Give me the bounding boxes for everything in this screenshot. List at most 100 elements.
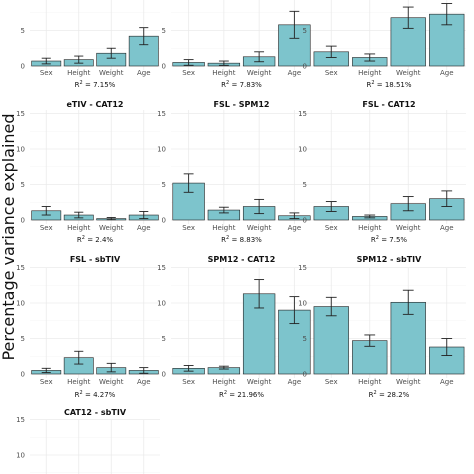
panel-9: 0 5 10 15 Sex Height Weight Age R2 = 28.2% SPM12 … — [298, 255, 466, 399]
y-tick-label: 5 — [303, 181, 307, 189]
panel-title: CAT12 - sbTIV — [64, 408, 127, 417]
y-tick-label: 5 — [21, 27, 25, 35]
y-axis-label: Percentage variance explained — [0, 113, 18, 360]
y-tick-label: 0 — [21, 217, 25, 225]
x-tick-label: Sex — [182, 224, 195, 232]
r-squared-label: R2 = 7.15% — [75, 80, 116, 89]
x-tick-label: Sex — [325, 378, 338, 386]
panel-title: FSL - sbTIV — [70, 255, 121, 264]
y-tick-label: 10 — [16, 300, 25, 308]
x-tick-label: Weight — [99, 378, 124, 386]
y-tick-label: 0 — [162, 217, 166, 225]
y-tick-label: 5 — [303, 335, 307, 343]
panel-1: 0 5 Sex Height Weight Age R2 = 7.15% — [21, 0, 160, 89]
panel-title: SPM12 - CAT12 — [208, 255, 276, 264]
y-tick-label: 5 — [162, 181, 166, 189]
r-squared-value: 4.27% — [93, 391, 116, 399]
y-tick-label: 10 — [298, 146, 307, 154]
panel-2: 0 5 Sex Height Weight Age R2 = 7.83% — [162, 0, 312, 89]
y-tick-label: 5 — [162, 335, 166, 343]
bar-sex — [313, 306, 349, 375]
panel-title: SPM12 - sbTIV — [357, 255, 423, 264]
x-tick-label: Height — [212, 69, 235, 77]
y-tick-label: 5 — [303, 27, 307, 35]
x-tick-label: Age — [137, 378, 151, 386]
y-tick-label: 0 — [21, 371, 25, 379]
r-squared-value: 7.5% — [389, 236, 407, 244]
y-tick-label: 0 — [21, 63, 25, 71]
r-squared-label: R2 = 4.27% — [75, 390, 116, 399]
x-tick-label: Age — [288, 69, 302, 77]
y-tick-label: 15 — [16, 416, 25, 424]
x-tick-label: Weight — [99, 224, 124, 232]
x-tick-label: Height — [67, 378, 90, 386]
y-tick-label: 0 — [303, 63, 307, 71]
panel-6: 0 5 10 15 Sex Height Weight Age R2 = 7.5% FSL - C… — [298, 100, 466, 244]
x-tick-label: Height — [212, 224, 235, 232]
x-tick-label: Age — [440, 224, 454, 232]
panel-7: 0 5 10 15 Sex Height Weight Age R2 = 4.27% FSL - … — [16, 255, 160, 399]
r-squared-value: 21.96% — [237, 391, 264, 399]
panel-title: FSL - SPM12 — [214, 100, 270, 109]
x-tick-label: Sex — [40, 69, 53, 77]
x-tick-label: Sex — [325, 224, 338, 232]
r-squared-label: R2 = 8.83% — [221, 235, 262, 244]
x-tick-label: Height — [67, 69, 90, 77]
x-tick-label: Sex — [325, 69, 338, 77]
x-tick-label: Weight — [396, 69, 421, 77]
r-squared-label: R2 = 21.96% — [219, 390, 264, 399]
y-tick-label: 5 — [162, 27, 166, 35]
x-tick-label: Sex — [40, 224, 53, 232]
r-squared-value: 2.4% — [95, 236, 113, 244]
r-squared-label: R2 = 18.51% — [366, 80, 411, 89]
x-tick-label: Age — [288, 224, 302, 232]
panel-5: 0 5 10 15 Sex Height Weight Age R2 = 8.83% FSL - … — [157, 100, 312, 244]
x-tick-label: Weight — [396, 378, 421, 386]
y-tick-label: 15 — [298, 264, 307, 272]
y-tick-label: 10 — [157, 146, 166, 154]
x-tick-label: Height — [358, 69, 381, 77]
y-tick-label: 0 — [303, 217, 307, 225]
y-tick-label: 10 — [16, 146, 25, 154]
r-squared-label: R2 = 7.83% — [221, 80, 262, 89]
x-tick-label: Age — [440, 378, 454, 386]
r-squared-label: R2 = 7.5% — [371, 235, 408, 244]
y-tick-label: 0 — [162, 371, 166, 379]
x-tick-label: Weight — [247, 378, 272, 386]
x-tick-label: Age — [137, 69, 151, 77]
x-tick-label: Sex — [182, 378, 195, 386]
y-tick-label: 15 — [16, 264, 25, 272]
y-tick-label: 0 — [303, 371, 307, 379]
y-tick-label: 0 — [162, 63, 166, 71]
r-squared-value: 7.83% — [240, 81, 263, 89]
x-tick-label: Age — [137, 224, 151, 232]
r-squared-value: 7.15% — [93, 81, 116, 89]
panel-4: 0 5 10 15 Sex Height Weight Age R2 = 2.4% eTIV - … — [16, 100, 160, 244]
y-tick-label: 15 — [298, 110, 307, 118]
r-squared-value: 8.83% — [240, 236, 263, 244]
y-tick-label: 10 — [157, 300, 166, 308]
y-tick-label: 10 — [298, 300, 307, 308]
y-tick-label: 5 — [21, 335, 25, 343]
r-squared-value: 28.2% — [387, 391, 410, 399]
panel-10: 10 15 CAT12 - sbTIV — [16, 408, 160, 474]
y-tick-label: 5 — [21, 181, 25, 189]
x-tick-label: Height — [358, 378, 381, 386]
x-tick-label: Sex — [40, 378, 53, 386]
r-squared-value: 18.51% — [385, 81, 412, 89]
x-tick-label: Age — [288, 378, 302, 386]
x-tick-label: Height — [212, 378, 235, 386]
x-tick-label: Age — [440, 69, 454, 77]
y-tick-label: 15 — [16, 110, 25, 118]
r-squared-label: R2 = 28.2% — [369, 390, 410, 399]
x-tick-label: Sex — [182, 69, 195, 77]
panel-3: 0 5 Sex Height Weight Age R2 = 18.51% — [303, 0, 466, 89]
panel-8: 0 5 10 15 Sex Height Weight Age R2 = 21.96% SPM12… — [157, 255, 312, 399]
y-tick-label: 15 — [157, 110, 166, 118]
y-tick-label: 15 — [157, 264, 166, 272]
y-tick-label: 10 — [16, 452, 25, 460]
panel-title: FSL - CAT12 — [362, 100, 415, 109]
x-tick-label: Weight — [99, 69, 124, 77]
r-squared-label: R2 = 2.4% — [77, 235, 114, 244]
